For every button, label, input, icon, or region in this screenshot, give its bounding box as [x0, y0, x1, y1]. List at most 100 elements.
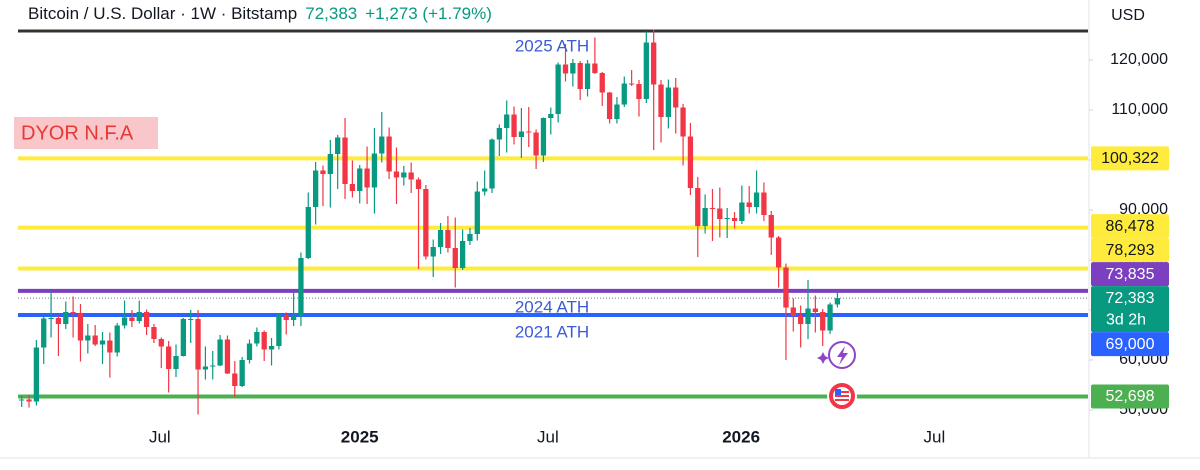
candle-body: [55, 318, 62, 324]
candle-body: [834, 298, 841, 305]
candle-body: [70, 312, 76, 314]
currency: USD: [1111, 7, 1145, 24]
candle-body: [636, 84, 642, 99]
candle-body: [92, 335, 98, 345]
candle-body: [504, 114, 510, 128]
candle-body: [173, 356, 179, 369]
candle-body: [342, 137, 348, 184]
candle-body: [430, 247, 436, 257]
candle-body: [533, 132, 539, 156]
candle-body: [731, 218, 738, 221]
candle-body: [246, 343, 253, 360]
price-tag: [1091, 214, 1169, 239]
candle-body: [628, 83, 635, 85]
candle-body: [158, 339, 164, 347]
candle-body: [99, 340, 106, 345]
candle-body: [48, 318, 54, 319]
price-tag: [1091, 384, 1169, 409]
candle-body: [268, 346, 275, 350]
candle-body: [63, 312, 69, 324]
candle-body: [114, 325, 120, 353]
candle-body: [658, 84, 664, 117]
candle-body: [724, 218, 730, 219]
candle-body: [739, 202, 745, 221]
candle-body: [121, 317, 128, 326]
candle-body: [357, 168, 363, 191]
candle-body: [19, 399, 25, 401]
candle-body: [783, 267, 789, 308]
candle-body: [474, 191, 480, 234]
y-tick-label: 110,000: [1111, 101, 1168, 118]
price-tag: [1091, 262, 1169, 287]
candle-body: [555, 64, 561, 114]
y-tick-label: 90,000: [1119, 201, 1168, 218]
candle-body: [761, 192, 767, 215]
price-tag: [1091, 238, 1169, 263]
candle-body: [687, 136, 694, 188]
candle-body: [437, 230, 444, 247]
candle-body: [283, 315, 289, 320]
countdown: 3d 2h: [1106, 311, 1146, 328]
candle-body: [606, 92, 613, 119]
price-tag: [1091, 286, 1169, 333]
candle-body: [577, 63, 583, 89]
candle-body: [298, 258, 304, 316]
event-icon: [827, 381, 857, 411]
candle-body: [393, 171, 400, 178]
candle-body: [26, 399, 32, 402]
annotation: 2024 ATH: [515, 297, 589, 316]
price-tag-label: 86,478: [1106, 218, 1155, 235]
candle-body: [77, 313, 84, 341]
candle-body: [151, 327, 157, 339]
candle-body: [224, 339, 231, 374]
candle-body: [379, 136, 385, 154]
candle-body: [695, 188, 701, 226]
levels: [18, 29, 1088, 399]
candle-body: [717, 208, 723, 219]
price-tag-label: 100,322: [1101, 150, 1159, 167]
candle-body: [489, 139, 495, 189]
candle-body: [188, 319, 194, 320]
price-tag: [1091, 332, 1169, 357]
price-tags: 100,322 86,478 78,293 73,835 72,383 3d 2h 69,0…: [1091, 146, 1169, 409]
candle-body: [129, 317, 135, 321]
candle-body: [702, 208, 708, 226]
candle-body: [562, 64, 569, 74]
candle-body: [651, 42, 657, 85]
candle-body: [364, 168, 370, 188]
price-tag: [1091, 146, 1169, 171]
candle-body: [467, 234, 473, 241]
candle-body: [790, 307, 796, 316]
x-tick-label: Jul: [924, 427, 946, 446]
candle-body: [584, 63, 591, 89]
x-tick-label: 2026: [722, 427, 760, 446]
candle-body: [85, 335, 91, 341]
candle-body: [570, 63, 576, 74]
candle-body: [290, 316, 297, 320]
candle-body: [496, 128, 502, 140]
candle-body: [41, 318, 47, 348]
candle-body: [415, 179, 422, 189]
candle-body: [511, 114, 517, 137]
x-tick-label: 2025: [341, 427, 379, 446]
candle-body: [768, 215, 774, 238]
candle-body: [423, 189, 429, 257]
candle-body: [775, 237, 782, 268]
candle-body: [548, 114, 554, 118]
price-tag-label: 72,383: [1106, 290, 1155, 307]
candle-body: [709, 208, 716, 209]
candle-body: [452, 248, 458, 268]
candle-body: [166, 346, 172, 369]
candle-body: [305, 207, 311, 258]
candle-body: [621, 83, 627, 105]
candle-body: [482, 188, 488, 192]
price-tag-label: 73,835: [1106, 266, 1155, 283]
x-tick-label: Jul: [149, 427, 171, 446]
candle-body: [753, 192, 760, 207]
symbol-title: Bitcoin / U.S. Dollar · 1W · Bitstamp: [28, 4, 298, 23]
candle-body: [408, 172, 414, 180]
candle-body: [680, 107, 686, 137]
price-change: +1,273 (+1.79%): [365, 4, 492, 23]
candle-body: [614, 104, 620, 119]
